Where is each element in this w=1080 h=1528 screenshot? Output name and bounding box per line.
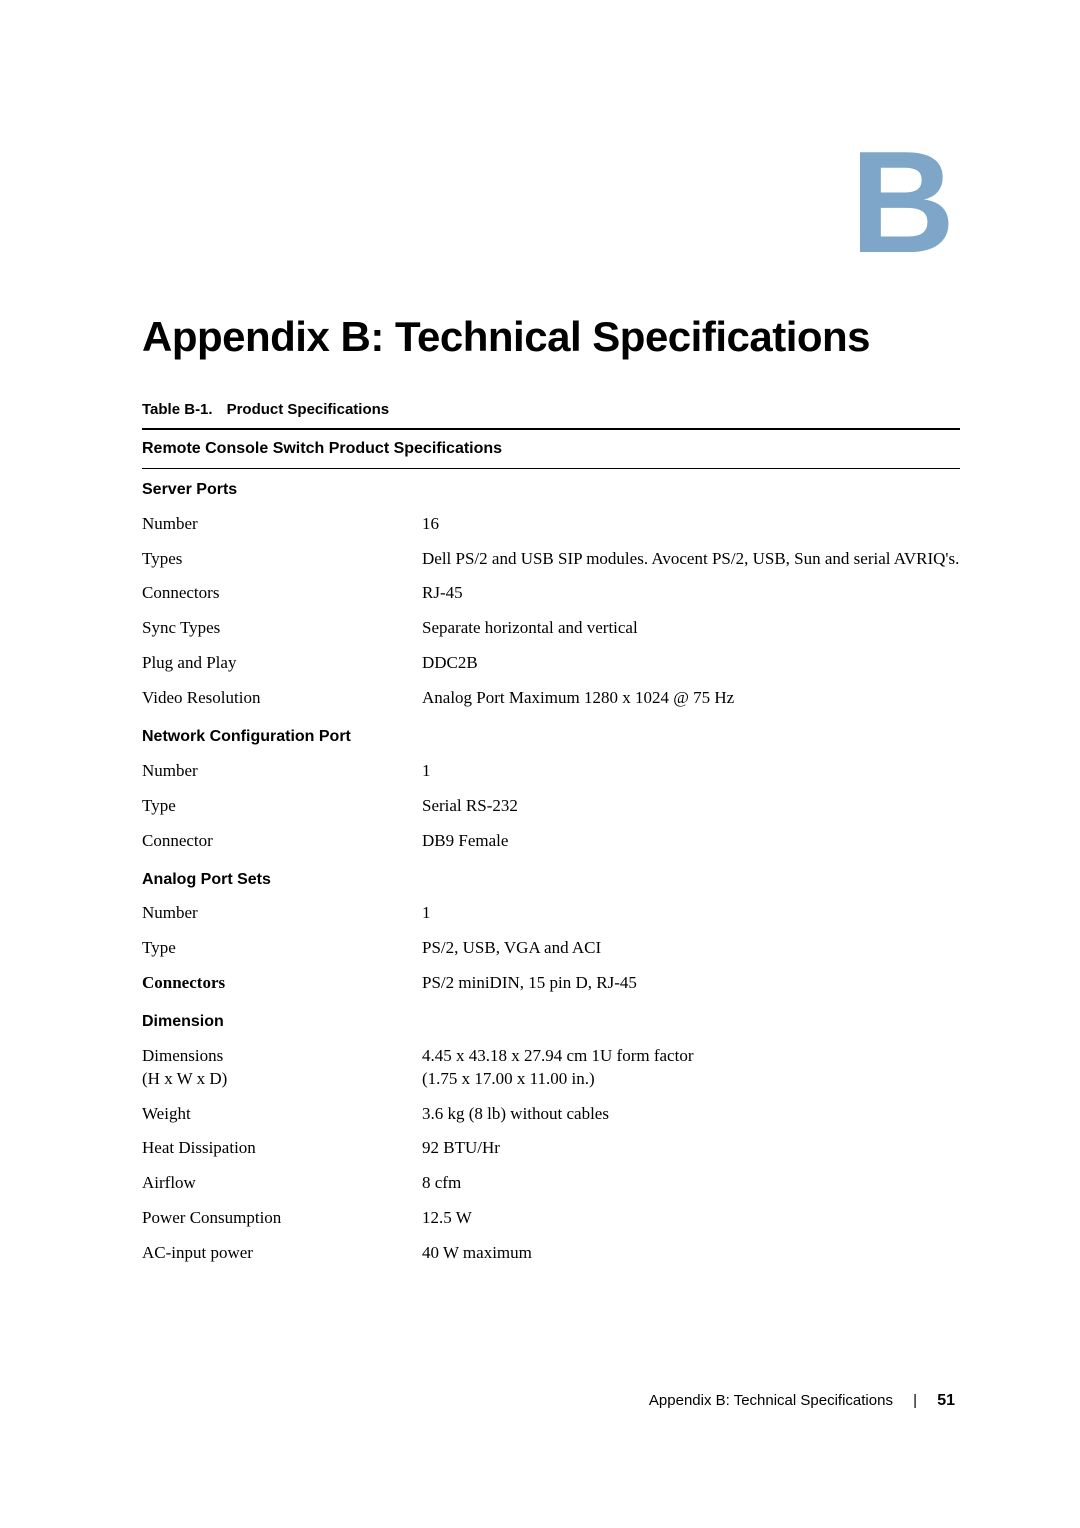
- spec-label: Connector: [142, 824, 422, 859]
- specifications-table: Remote Console Switch Product Specificat…: [142, 428, 960, 1271]
- table-row: Heat Dissipation 92 BTU/Hr: [142, 1131, 960, 1166]
- spec-label: Airflow: [142, 1166, 422, 1201]
- section-header-network-config: Network Configuration Port: [142, 716, 960, 754]
- spec-value: 1: [422, 896, 960, 931]
- section-header-analog-port: Analog Port Sets: [142, 859, 960, 897]
- spec-value: 16: [422, 507, 960, 542]
- spec-label: Connectors: [142, 966, 422, 1001]
- spec-label: Dimensions(H x W x D): [142, 1039, 422, 1097]
- table-row: Weight 3.6 kg (8 lb) without cables: [142, 1097, 960, 1132]
- section-header-dimension: Dimension: [142, 1001, 960, 1039]
- spec-value: RJ-45: [422, 576, 960, 611]
- table-row: Sync Types Separate horizontal and verti…: [142, 611, 960, 646]
- spec-value: PS/2, USB, VGA and ACI: [422, 931, 960, 966]
- page-footer: Appendix B: Technical Specifications | 5…: [649, 1392, 955, 1410]
- spec-label: Sync Types: [142, 611, 422, 646]
- spec-value: Dell PS/2 and USB SIP modules. Avocent P…: [422, 542, 960, 577]
- table-row: Type Serial RS-232: [142, 789, 960, 824]
- spec-label: Types: [142, 542, 422, 577]
- spec-label: Type: [142, 931, 422, 966]
- appendix-letter: B: [850, 130, 955, 275]
- table-row: Video Resolution Analog Port Maximum 128…: [142, 681, 960, 716]
- table-row: Connector DB9 Female: [142, 824, 960, 859]
- spec-value: 8 cfm: [422, 1166, 960, 1201]
- spec-label: Weight: [142, 1097, 422, 1132]
- spec-label: Power Consumption: [142, 1201, 422, 1236]
- spec-label: Heat Dissipation: [142, 1131, 422, 1166]
- table-row: Number 16: [142, 507, 960, 542]
- spec-value: PS/2 miniDIN, 15 pin D, RJ-45: [422, 966, 960, 1001]
- spec-label: Number: [142, 507, 422, 542]
- spec-value: 40 W maximum: [422, 1236, 960, 1271]
- table-row: Dimensions(H x W x D) 4.45 x 43.18 x 27.…: [142, 1039, 960, 1097]
- page-number: 51: [937, 1392, 955, 1409]
- section-title: Network Configuration Port: [142, 716, 960, 754]
- section-title: Analog Port Sets: [142, 859, 960, 897]
- spec-value: Analog Port Maximum 1280 x 1024 @ 75 Hz: [422, 681, 960, 716]
- table-row: Connectors RJ-45: [142, 576, 960, 611]
- footer-divider: |: [913, 1392, 917, 1409]
- spec-value: Separate horizontal and vertical: [422, 611, 960, 646]
- spec-label: Plug and Play: [142, 646, 422, 681]
- section-header-server-ports: Server Ports: [142, 469, 960, 507]
- section-title: Server Ports: [142, 469, 960, 507]
- spec-label: Number: [142, 896, 422, 931]
- spec-value: DDC2B: [422, 646, 960, 681]
- table-row: Connectors PS/2 miniDIN, 15 pin D, RJ-45: [142, 966, 960, 1001]
- table-row: Airflow 8 cfm: [142, 1166, 960, 1201]
- table-caption-prefix: Table B-1.: [142, 401, 213, 418]
- footer-text: Appendix B: Technical Specifications: [649, 1392, 893, 1409]
- table-caption-title: Product Specifications: [227, 401, 390, 418]
- spec-label: Type: [142, 789, 422, 824]
- table-row: AC-input power 40 W maximum: [142, 1236, 960, 1271]
- table-row: Number 1: [142, 754, 960, 789]
- spec-value: DB9 Female: [422, 824, 960, 859]
- table-row: Plug and Play DDC2B: [142, 646, 960, 681]
- spec-label: Video Resolution: [142, 681, 422, 716]
- table-row: Types Dell PS/2 and USB SIP modules. Avo…: [142, 542, 960, 577]
- page-title: Appendix B: Technical Specifications: [142, 313, 960, 361]
- table-header: Remote Console Switch Product Specificat…: [142, 429, 960, 469]
- section-title: Dimension: [142, 1001, 960, 1039]
- spec-value: 4.45 x 43.18 x 27.94 cm 1U form factor(1…: [422, 1039, 960, 1097]
- spec-value: 1: [422, 754, 960, 789]
- table-row: Type PS/2, USB, VGA and ACI: [142, 931, 960, 966]
- spec-value: 12.5 W: [422, 1201, 960, 1236]
- table-row: Number 1: [142, 896, 960, 931]
- spec-value: 92 BTU/Hr: [422, 1131, 960, 1166]
- spec-label: Connectors: [142, 576, 422, 611]
- table-caption: Table B-1. Product Specifications: [142, 401, 960, 418]
- spec-value: Serial RS-232: [422, 789, 960, 824]
- table-row: Power Consumption 12.5 W: [142, 1201, 960, 1236]
- table-body: Server Ports Number 16 Types Dell PS/2 a…: [142, 469, 960, 1272]
- spec-label: AC-input power: [142, 1236, 422, 1271]
- spec-label: Number: [142, 754, 422, 789]
- spec-value: 3.6 kg (8 lb) without cables: [422, 1097, 960, 1132]
